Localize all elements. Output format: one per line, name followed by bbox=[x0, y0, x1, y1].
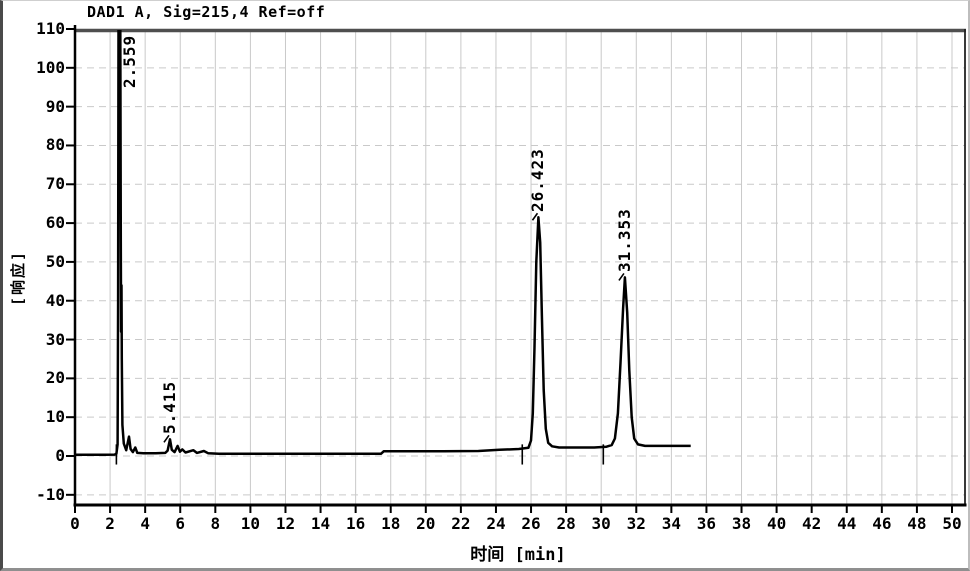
x-tick-label: 2 bbox=[105, 514, 115, 533]
x-axis-title: 时间 [min] bbox=[470, 545, 566, 565]
x-tick-label: 42 bbox=[802, 514, 822, 533]
x-tick-label: 14 bbox=[310, 514, 331, 533]
x-tick-label: 46 bbox=[872, 514, 892, 533]
y-tick-label: 70 bbox=[45, 174, 65, 194]
peak-retention-label: 5.415 bbox=[159, 381, 179, 435]
x-tick-label: 40 bbox=[766, 514, 787, 533]
y-tick-label: 90 bbox=[45, 96, 65, 116]
x-tick-label: 0 bbox=[70, 514, 80, 533]
x-tick-label: 44 bbox=[837, 514, 857, 533]
peak-retention-label: 26.423 bbox=[528, 148, 548, 213]
x-tick-label: 12 bbox=[275, 514, 296, 533]
x-tick-label: 38 bbox=[731, 514, 752, 533]
x-tick-label: 34 bbox=[661, 514, 681, 533]
x-tick-label: 6 bbox=[175, 514, 186, 533]
y-tick-label: 80 bbox=[45, 135, 65, 155]
y-tick-label: 60 bbox=[45, 213, 65, 233]
y-tick-label: 20 bbox=[45, 368, 65, 388]
y-tick-label: 0 bbox=[55, 446, 65, 465]
x-tick-label: 28 bbox=[556, 514, 576, 533]
x-tick-label: 8 bbox=[210, 514, 221, 533]
chart-title: DAD1 A, Sig=215,4 Ref=off bbox=[87, 3, 326, 21]
x-tick-label: 22 bbox=[451, 514, 471, 533]
x-tick-label: 36 bbox=[696, 514, 717, 533]
x-tick-label: 26 bbox=[521, 514, 541, 533]
y-tick-label: 10 bbox=[45, 407, 65, 427]
x-tick-label: 20 bbox=[416, 514, 436, 533]
x-tick-label: 30 bbox=[591, 514, 611, 533]
peak-retention-label: 2.559 bbox=[119, 34, 139, 88]
y-tick-label: 30 bbox=[45, 329, 65, 349]
peak-retention-label: 31.353 bbox=[614, 208, 634, 273]
plot-area bbox=[66, 25, 967, 513]
y-tick-label: 100 bbox=[36, 57, 65, 77]
x-tick-label: 32 bbox=[626, 514, 646, 533]
x-tick-label: 18 bbox=[381, 514, 401, 533]
x-tick-label: 24 bbox=[486, 514, 506, 533]
y-tick-label: 40 bbox=[45, 290, 65, 310]
x-tick-label: 16 bbox=[345, 514, 366, 533]
y-tick-label: 50 bbox=[45, 251, 65, 271]
x-tick-label: 50 bbox=[942, 514, 962, 533]
y-tick-label: 110 bbox=[36, 19, 65, 38]
x-tick-label: 48 bbox=[907, 514, 927, 533]
x-tick-label: 10 bbox=[240, 514, 261, 533]
x-tick-label: 4 bbox=[140, 514, 150, 533]
y-tick-label: -10 bbox=[36, 484, 65, 504]
